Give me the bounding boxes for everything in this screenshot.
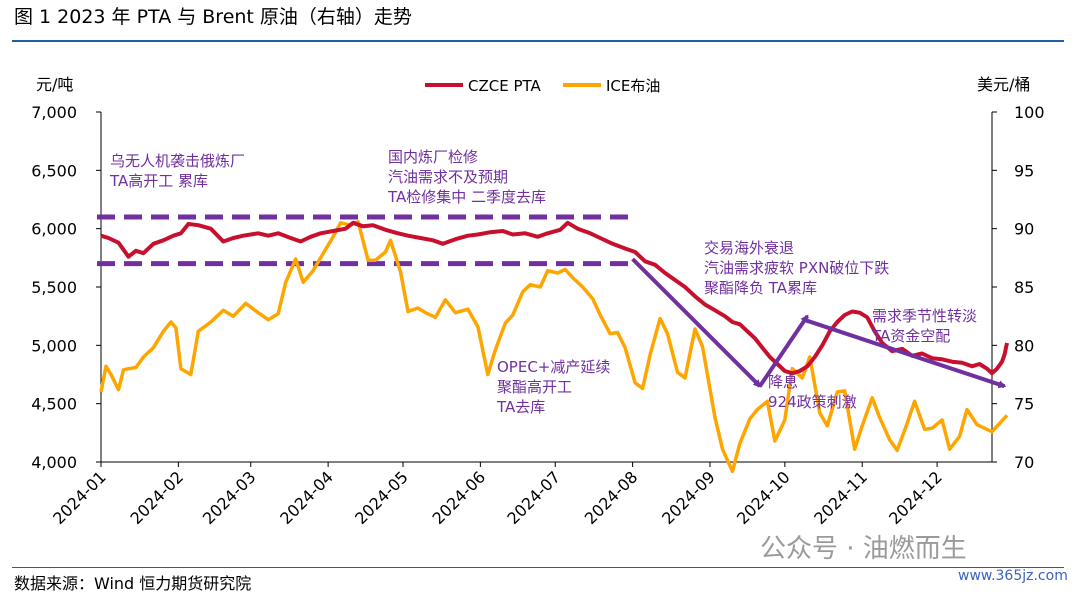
series-lines	[99, 219, 1009, 474]
annotation-text: TA高开工 累库	[109, 172, 208, 190]
watermark-url: www.365jz.com	[958, 568, 1068, 584]
annotation-text: 国内炼厂检修	[388, 148, 478, 166]
x-tick-label: 2024-02	[126, 467, 187, 528]
title-rule	[12, 40, 1064, 42]
data-source: 数据来源：Wind 恒力期货研究院	[14, 574, 252, 593]
annotation-text: 乌无人机袭击俄炼厂	[110, 152, 245, 170]
x-tick-label: 2024-03	[199, 467, 260, 528]
annotation-text: 需求季节性转淡	[872, 307, 977, 325]
annotation-text: 降息	[768, 373, 798, 391]
left-tick-label: 7,000	[31, 103, 77, 122]
left-tick-label: 5,000	[31, 336, 77, 355]
annotation-text: TA去库	[496, 398, 545, 416]
right-tick-label: 80	[1014, 336, 1034, 355]
trend-arrow	[758, 314, 809, 388]
x-tick-label: 2024-04	[276, 467, 337, 528]
left-axis-unit: 元/吨	[36, 75, 73, 94]
right-axis-unit: 美元/桶	[977, 75, 1030, 94]
x-tick-label: 2024-08	[581, 467, 642, 528]
trend-arrows	[631, 257, 1007, 389]
left-tick-label: 5,500	[31, 278, 77, 297]
right-tick-label: 95	[1014, 161, 1034, 180]
annotation-text: 924政策刺激	[768, 393, 857, 411]
x-tick-label: 2024-07	[503, 467, 564, 528]
left-tick-label: 4,000	[31, 453, 77, 472]
series-line-brent	[99, 219, 1009, 474]
right-tick-label: 100	[1014, 103, 1045, 122]
right-tick-label: 70	[1014, 453, 1034, 472]
annotation-text: 聚酯高开工	[497, 378, 572, 396]
x-tick-label: 2024-10	[733, 467, 794, 528]
left-tick-label: 4,500	[31, 395, 77, 414]
annotation-text: TA检修集中 二季度去库	[387, 188, 546, 206]
reference-lines	[97, 214, 632, 267]
x-tick-label: 2024-06	[428, 467, 489, 528]
left-tick-label: 6,500	[31, 161, 77, 180]
annotation-text: 聚酯降负 TA累库	[704, 279, 817, 297]
x-tick-label: 2024-11	[810, 467, 871, 528]
legend-label-pta: CZCE PTA	[468, 77, 542, 95]
watermark-label: 公众号 · 油燃而生	[760, 534, 967, 564]
trend-arrow	[806, 318, 1007, 389]
x-tick-label: 2024-01	[49, 467, 110, 528]
x-tick-label: 2024-12	[885, 467, 946, 528]
right-tick-label: 90	[1014, 220, 1034, 239]
footer-rule	[12, 567, 1064, 568]
legend-label-brent: ICE布油	[606, 77, 660, 95]
chart-legend: CZCE PTA ICE布油	[425, 77, 660, 95]
x-tick-label: 2024-09	[658, 467, 719, 528]
trend-arrow	[631, 257, 762, 388]
annotation-text: OPEC+减产延续	[497, 358, 610, 376]
x-tick-label: 2024-05	[351, 467, 412, 528]
left-tick-label: 6,000	[31, 220, 77, 239]
annotation-text: 交易海外衰退	[704, 239, 794, 257]
right-tick-label: 75	[1014, 395, 1034, 414]
watermark-text: 公众号 · 油燃而生	[760, 528, 967, 565]
series-line-pta	[100, 220, 1009, 376]
annotation-text: 汽油需求疲软 PXN破位下跌	[704, 259, 889, 277]
annotation-text: 汽油需求不及预期	[388, 168, 508, 186]
annotation-text: TA资金空配	[871, 327, 950, 345]
figure-title: 图 1 2023 年 PTA 与 Brent 原油（右轴）走势	[14, 6, 412, 28]
right-tick-label: 85	[1014, 278, 1034, 297]
